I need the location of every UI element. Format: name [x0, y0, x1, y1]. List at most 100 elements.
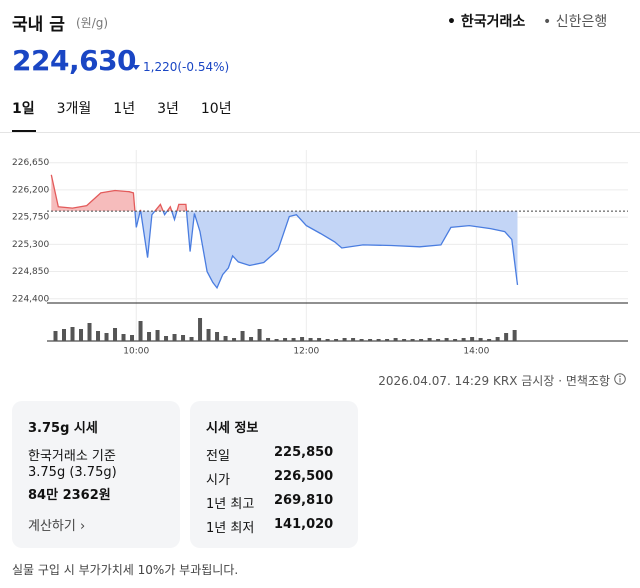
calc-label: 계산하기: [28, 519, 76, 534]
info-icon[interactable]: [614, 373, 626, 385]
price-change: 1,220(-0.54%): [132, 60, 229, 74]
volume-bar: [342, 338, 347, 341]
volume-bar: [419, 339, 424, 341]
volume-bar: [198, 318, 203, 341]
source-label: 한국거래소: [460, 14, 526, 30]
volume-bar: [478, 338, 483, 341]
row-label: 시가: [206, 473, 230, 488]
area-up: [51, 174, 518, 212]
volume-bar: [351, 338, 356, 341]
volume-bar: [317, 338, 322, 341]
row-value: 226,500: [274, 469, 334, 484]
volume-bar: [62, 329, 67, 341]
basis: 한국거래소 기준: [28, 449, 116, 464]
volume-bar: [257, 329, 262, 341]
volume-bar: [189, 337, 194, 341]
x-tick-label: 14:00: [463, 347, 489, 357]
volume-bar: [172, 334, 177, 341]
volume-bar: [223, 336, 228, 341]
volume-bar: [427, 338, 432, 341]
volume-bar: [436, 339, 441, 341]
volume-bar: [240, 331, 245, 341]
volume-bar: [87, 323, 92, 341]
volume-bar: [121, 334, 126, 341]
info-card: 시세 정보 전일 225,850 시가 226,500 1년 최고 269,810 1…: [190, 401, 358, 548]
row-value: 225,850: [274, 445, 334, 460]
volume-bar: [249, 337, 254, 341]
source-tab[interactable]: • 한국거래소: [447, 14, 526, 30]
weight: 3.75g (3.75g): [28, 465, 117, 480]
volume-bar: [308, 338, 313, 341]
row-value: 269,810: [274, 493, 334, 508]
row-label: 전일: [206, 449, 230, 464]
calc-link[interactable]: 계산하기 ›: [28, 519, 86, 534]
card-title: 시세 정보: [206, 421, 259, 436]
volume-bar: [130, 335, 135, 341]
change: 1,220: [143, 60, 178, 74]
volume-bar: [147, 332, 152, 341]
tab-indicator: [12, 130, 36, 132]
volume-bar: [164, 336, 169, 341]
volume-bar: [181, 335, 186, 341]
volume-bar: [368, 339, 373, 341]
volume-bar: [274, 339, 279, 341]
area-down: [134, 211, 518, 288]
down-arrow: [132, 65, 140, 70]
row-label: 1년 최고: [206, 497, 255, 512]
volume-bar: [206, 329, 211, 341]
period-tab[interactable]: 10년: [200, 101, 232, 117]
volume-bar: [512, 330, 517, 341]
change-pct: (-0.54%): [177, 60, 230, 74]
x-tick-label: 12:00: [293, 347, 319, 357]
y-tick-label: 225,750: [12, 213, 49, 223]
unit: (원/g): [76, 16, 109, 30]
y-tick-label: 226,200: [12, 185, 49, 195]
volume-bar: [138, 321, 143, 341]
volume-bar: [96, 331, 101, 341]
price: 224,630: [12, 44, 137, 77]
source-tab[interactable]: • 신한은행: [543, 14, 608, 30]
volume-bar: [79, 329, 84, 341]
volume-bar: [291, 338, 296, 341]
volume-bar: [113, 328, 118, 341]
volume-bar: [70, 327, 75, 341]
period-tab[interactable]: 1일: [12, 101, 35, 117]
period-tab[interactable]: 3년: [157, 101, 179, 117]
divider: [0, 132, 640, 133]
amount: 84만 2362원: [28, 488, 111, 503]
title: 국내 금: [12, 15, 65, 35]
row-value: 141,020: [274, 517, 334, 532]
price-line-down: [134, 211, 519, 290]
source-label: 신한은행: [555, 14, 608, 30]
volume-bar: [266, 338, 271, 341]
timestamp-text: 2026.04.07. 14:29 KRX 금시장: [378, 374, 555, 388]
x-tick-label: 10:00: [123, 347, 149, 357]
volume-bar: [325, 339, 330, 341]
period-tab[interactable]: 1년: [113, 101, 136, 117]
period-tab[interactable]: 3개월: [56, 101, 92, 117]
timestamp: 2026.04.07. 14:29 KRX 금시장 · 면책조항: [378, 374, 610, 388]
y-tick-label: 225,300: [12, 240, 49, 250]
volume-bar: [385, 339, 390, 341]
volume-bar: [402, 339, 407, 341]
volume-bar: [461, 338, 466, 341]
volume-bar: [334, 339, 339, 341]
volume-bar: [215, 332, 220, 341]
volume-bar: [487, 339, 492, 341]
volume-bar: [283, 338, 288, 341]
volume-bar: [300, 337, 305, 341]
volume-bar: [410, 339, 415, 341]
disclaimer-link[interactable]: 면책조항: [565, 374, 610, 388]
volume-bar: [393, 338, 398, 341]
card-title: 3.75g 시세: [28, 421, 98, 436]
volume-bar: [470, 337, 475, 341]
chart: 226,650 226,200 225,750 225,300 224,850 224,4…: [12, 150, 628, 357]
y-tick-label: 226,650: [12, 158, 49, 168]
row-label: 1년 최저: [206, 521, 255, 536]
volume-bar: [104, 333, 109, 341]
footer-note: 실물 구입 시 부가가치세 10%가 부과됩니다.: [12, 563, 239, 577]
volume-bar: [444, 338, 449, 341]
info-row: 1년 최저 141,020: [206, 517, 346, 536]
info-row: 1년 최고 269,810: [206, 493, 346, 512]
